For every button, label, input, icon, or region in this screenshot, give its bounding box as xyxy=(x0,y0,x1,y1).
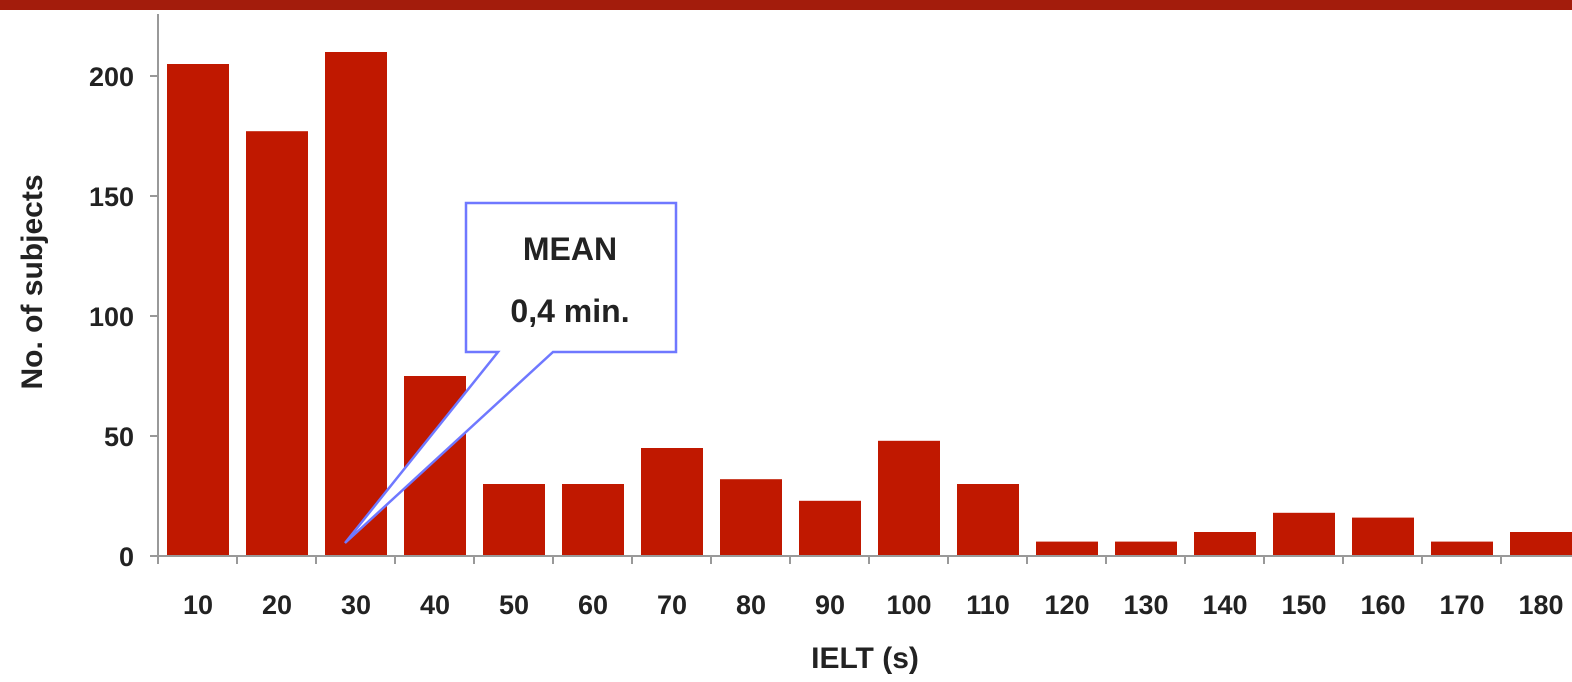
bar-50 xyxy=(483,484,545,556)
bar-80 xyxy=(720,479,782,556)
x-tick-label-50: 50 xyxy=(499,590,529,620)
bar-150 xyxy=(1273,512,1335,556)
y-tick-label-0: 0 xyxy=(119,542,134,572)
x-tick-label-150: 150 xyxy=(1281,590,1326,620)
x-tick-label-180: 180 xyxy=(1518,590,1563,620)
y-axis-label: No. of subjects xyxy=(16,174,49,389)
x-axis: 10 20 30 40 50 60 70 80 90 100 110 120 130 140 150 160 1… xyxy=(157,555,1572,675)
bar-70 xyxy=(641,448,703,556)
x-tick-label-90: 90 xyxy=(815,590,845,620)
y-axis: 0 50 100 150 200 No. of subjects xyxy=(16,14,159,572)
bar-10 xyxy=(167,64,229,556)
bar-130 xyxy=(1115,541,1177,556)
bar-180 xyxy=(1510,532,1572,556)
bar-60 xyxy=(562,484,624,556)
bar-90 xyxy=(799,500,861,556)
x-tick-label-160: 160 xyxy=(1360,590,1405,620)
x-tick-label-60: 60 xyxy=(578,590,608,620)
y-axis-ticks: 0 50 100 150 200 xyxy=(89,62,158,572)
y-tick-label-50: 50 xyxy=(104,422,134,452)
bar-140 xyxy=(1194,532,1256,556)
x-tick-label-80: 80 xyxy=(736,590,766,620)
x-tick-label-170: 170 xyxy=(1439,590,1484,620)
x-tick-label-140: 140 xyxy=(1202,590,1247,620)
x-tick-label-70: 70 xyxy=(657,590,687,620)
x-axis-label: IELT (s) xyxy=(811,642,919,675)
bar-20 xyxy=(246,131,308,556)
bar-110 xyxy=(957,484,1019,556)
callout-box xyxy=(344,201,678,544)
x-tick-label-100: 100 xyxy=(886,590,931,620)
callout-title: MEAN xyxy=(523,231,617,267)
top-frame-line xyxy=(0,0,1572,10)
x-tick-label-110: 110 xyxy=(966,590,1010,620)
mean-callout: MEAN 0,4 min. xyxy=(344,201,678,544)
x-tick-label-20: 20 xyxy=(262,590,292,620)
x-tick-label-120: 120 xyxy=(1044,590,1089,620)
y-tick-label-200: 200 xyxy=(89,62,134,92)
callout-value: 0,4 min. xyxy=(510,293,629,329)
bar-30 xyxy=(325,52,387,556)
x-axis-ticks: 10 20 30 40 50 60 70 80 90 100 110 120 130 140 150 160 1… xyxy=(157,556,1564,620)
x-tick-label-40: 40 xyxy=(420,590,450,620)
bar-100 xyxy=(878,440,940,556)
x-tick-label-30: 30 xyxy=(341,590,371,620)
bar-170 xyxy=(1431,541,1493,556)
bar-160 xyxy=(1352,517,1414,556)
y-tick-label-100: 100 xyxy=(89,302,134,332)
y-tick-label-150: 150 xyxy=(89,182,134,212)
x-tick-label-130: 130 xyxy=(1123,590,1168,620)
bars xyxy=(167,52,1572,556)
bar-120 xyxy=(1036,541,1098,556)
x-tick-label-10: 10 xyxy=(183,590,213,620)
